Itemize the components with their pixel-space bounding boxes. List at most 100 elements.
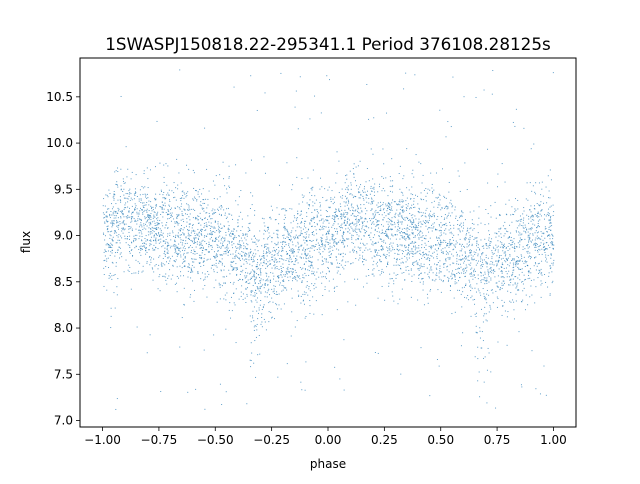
data-point	[151, 221, 153, 223]
data-point	[243, 245, 245, 247]
data-point	[263, 247, 265, 249]
data-point	[104, 255, 106, 257]
data-point	[141, 240, 143, 242]
data-point	[170, 220, 172, 222]
data-point	[312, 169, 314, 171]
data-point	[545, 186, 547, 188]
data-point	[468, 238, 470, 240]
data-point	[286, 228, 288, 230]
data-point	[215, 239, 217, 241]
data-point	[285, 274, 287, 276]
data-point	[261, 326, 263, 328]
data-point	[414, 245, 416, 247]
data-point	[348, 208, 350, 210]
data-point	[174, 207, 176, 209]
data-point	[201, 193, 203, 195]
data-point	[382, 187, 384, 189]
data-point	[403, 236, 405, 238]
data-point	[233, 269, 235, 271]
data-point	[488, 247, 490, 249]
data-point	[233, 86, 235, 88]
data-point	[121, 222, 123, 224]
data-point	[277, 308, 279, 310]
data-point	[343, 339, 345, 341]
data-point	[213, 240, 215, 242]
data-point	[489, 268, 491, 270]
data-point	[283, 279, 285, 281]
data-point	[343, 246, 345, 248]
data-point	[231, 233, 233, 235]
data-point	[454, 245, 456, 247]
data-point	[368, 118, 370, 120]
data-point	[294, 264, 296, 266]
data-point	[156, 228, 158, 230]
data-point	[442, 252, 444, 254]
data-point	[202, 288, 204, 290]
data-point	[305, 255, 307, 257]
data-point	[204, 276, 206, 278]
data-point	[501, 287, 503, 289]
data-point	[343, 222, 345, 224]
data-point	[304, 249, 306, 251]
data-point	[269, 281, 271, 283]
data-point	[465, 258, 467, 260]
data-point	[184, 209, 186, 211]
data-point	[388, 255, 390, 257]
data-point	[152, 229, 154, 231]
data-point	[250, 251, 252, 253]
data-point	[473, 258, 475, 260]
data-point	[354, 196, 356, 198]
data-point	[387, 195, 389, 197]
data-point	[443, 195, 445, 197]
data-point	[470, 254, 472, 256]
data-point	[356, 185, 358, 187]
data-point	[343, 201, 345, 203]
data-point	[450, 215, 452, 217]
data-point	[108, 208, 110, 210]
data-point	[355, 209, 357, 211]
data-point	[510, 292, 512, 294]
data-point	[458, 272, 460, 274]
data-point	[304, 236, 306, 238]
data-point	[294, 275, 296, 277]
data-point	[436, 244, 438, 246]
data-point	[137, 220, 139, 222]
data-point	[392, 242, 394, 244]
data-point	[409, 207, 411, 209]
data-point	[139, 189, 141, 191]
data-point	[405, 207, 407, 209]
data-point	[188, 223, 190, 225]
data-point	[512, 278, 514, 280]
data-point	[278, 223, 280, 225]
data-point	[275, 261, 277, 263]
data-point	[331, 233, 333, 235]
data-point	[224, 282, 226, 284]
data-point	[240, 255, 242, 257]
data-point	[244, 255, 246, 257]
data-point	[349, 232, 351, 234]
data-point	[322, 222, 324, 224]
data-point	[317, 216, 319, 218]
data-point	[153, 258, 155, 260]
data-point	[382, 225, 384, 227]
data-point	[462, 212, 464, 214]
data-point	[408, 269, 410, 271]
data-point	[254, 283, 256, 285]
data-point	[473, 259, 475, 261]
data-point	[377, 206, 379, 208]
data-point	[345, 188, 347, 190]
data-point	[321, 314, 323, 316]
data-point	[245, 239, 247, 241]
data-point	[440, 249, 442, 251]
data-point	[499, 289, 501, 291]
data-point	[279, 261, 281, 263]
data-point	[469, 264, 471, 266]
data-point	[410, 269, 412, 271]
data-point	[417, 229, 419, 231]
data-point	[163, 176, 165, 178]
data-point	[272, 256, 274, 258]
data-point	[163, 164, 165, 166]
data-point	[307, 253, 309, 255]
data-point	[479, 271, 481, 273]
data-point	[175, 237, 177, 239]
